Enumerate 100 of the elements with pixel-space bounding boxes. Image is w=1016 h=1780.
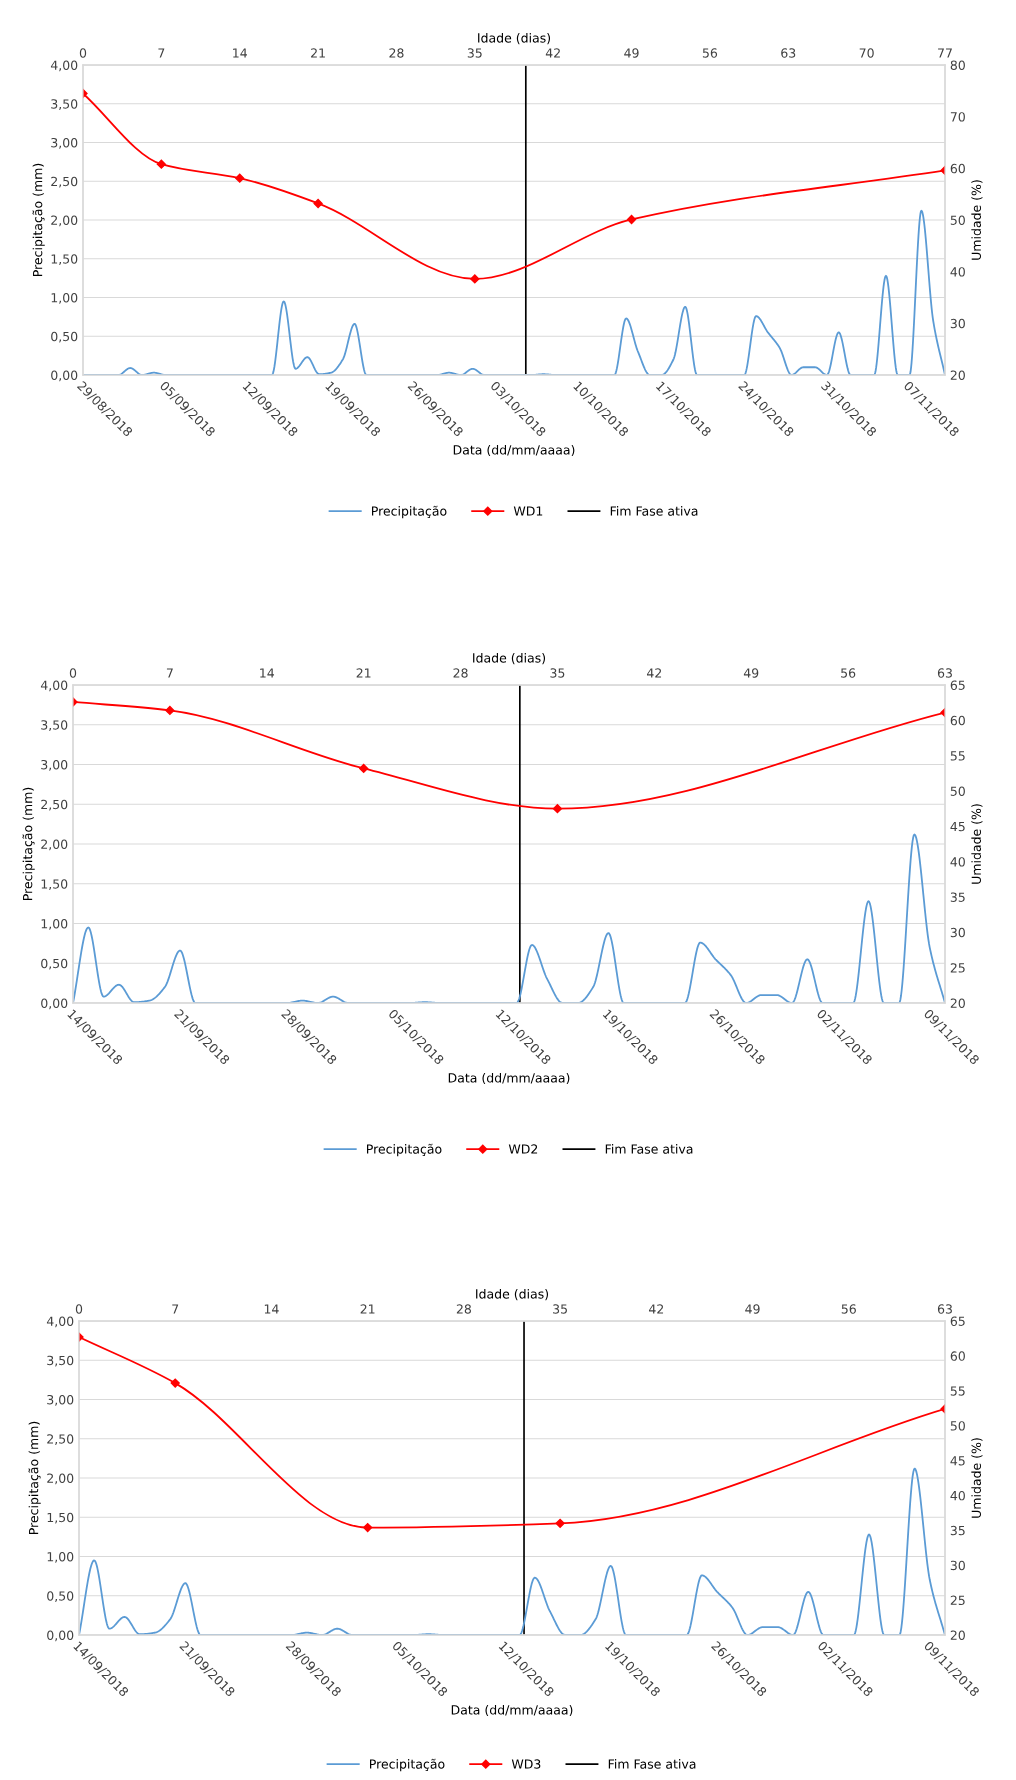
y-tick-label: 3,00 [41,759,68,771]
x2-tick-label: 0 [75,1304,83,1314]
x-axis-title: Data (dd/mm/aaaa) [453,444,575,457]
x2-tick-label: 49 [745,1304,760,1314]
y-tick-label: 1,50 [51,254,78,265]
x2-tick-label: 35 [553,1304,567,1314]
x2-tick-label: 42 [648,1304,664,1314]
x2-tick-label: 63 [781,48,796,58]
y2-tick-label: 40 [950,857,965,867]
legend-label: Fim Fase ativa [608,1759,696,1769]
x-axis-title: Data (dd/mm/aaaa) [451,1704,573,1717]
y-tick-label: 0,00 [47,1630,74,1642]
legend-label: Fim Fase ativa [605,1144,693,1154]
y-tick-label: 2,00 [41,839,68,851]
legend-label: WD3 [511,1759,541,1769]
y2-tick-label: 30 [950,318,965,329]
y2-axis-title: Umidade (%) [971,1438,983,1518]
y2-tick-label: 35 [950,1525,965,1536]
x2-tick-label: 49 [624,48,639,58]
y-tick-label: 4,00 [40,680,68,692]
y-tick-label: 1,00 [41,918,68,930]
y2-tick-label: 65 [950,1316,965,1326]
x2-tick-label: 42 [545,48,560,58]
y-tick-label: 3,50 [47,1355,74,1367]
y2-axis-title: Umidade (%) [971,180,983,260]
y-tick-label: 4,00 [50,60,78,72]
y2-tick-label: 20 [950,1630,965,1640]
x2-tick-label: 42 [646,668,662,678]
x2-tick-label: 28 [453,668,468,678]
x2-tick-label: 7 [158,48,165,58]
x2-tick-label: 63 [937,668,952,678]
y-tick-label: 3,50 [51,99,78,110]
y-axis-title: Precipitação (mm) [32,163,45,276]
legend-label: WD1 [513,506,543,516]
y2-tick-label: 25 [950,1595,965,1606]
y2-tick-label: 60 [950,1351,965,1361]
y2-tick-label: 20 [950,998,965,1008]
y-tick-label: 3,00 [51,137,78,149]
y2-tick-label: 30 [950,927,965,938]
x2-tick-label: 14 [264,1304,279,1314]
y-tick-label: 2,50 [51,176,78,188]
y2-tick-label: 60 [950,715,965,726]
x2-tick-label: 7 [166,668,173,678]
y2-tick-label: 35 [950,892,965,902]
x2-tick-label: 56 [841,668,856,678]
legend-label: Fim Fase ativa [610,506,698,516]
y2-tick-label: 50 [950,215,965,225]
y2-tick-label: 55 [950,1386,965,1396]
y-tick-label: 2,50 [41,799,68,811]
x2-tick-label: 28 [456,1304,471,1314]
y-tick-label: 3,50 [41,720,68,731]
x2-axis-title: Idade (dias) [476,1288,549,1301]
x2-tick-label: 63 [937,1304,952,1314]
x2-tick-label: 21 [356,668,371,678]
y2-axis-title: Umidade (%) [971,804,983,884]
y-tick-label: 4,00 [46,1316,74,1328]
x2-tick-label: 21 [311,48,325,58]
y-tick-label: 3,00 [47,1394,74,1406]
y-axis-title: Precipitação (mm) [28,1421,41,1534]
x2-tick-label: 77 [938,48,952,58]
x2-tick-label: 56 [841,1304,856,1314]
x2-tick-label: 7 [172,1304,179,1314]
y-tick-label: 0,00 [41,998,68,1010]
x2-axis-title: Idade (dias) [473,652,546,665]
y-tick-label: 2,50 [47,1434,74,1445]
x2-tick-label: 0 [79,48,87,58]
y2-tick-label: 60 [950,163,965,174]
y2-tick-label: 30 [950,1560,965,1571]
legend-label: Precipitação [372,505,447,519]
y-tick-label: 1,50 [41,879,68,890]
y-tick-label: 2,00 [47,1473,74,1485]
x2-tick-label: 35 [550,668,565,678]
y2-tick-label: 55 [950,751,965,761]
x2-tick-label: 14 [233,48,247,58]
y2-tick-label: 40 [950,267,965,277]
y-tick-label: 0,50 [41,958,68,970]
x-axis-title: Data (dd/mm/aaaa) [448,1072,570,1085]
legend-label: WD2 [508,1144,538,1154]
x2-tick-label: 28 [389,48,404,58]
x2-tick-label: 49 [743,668,759,678]
y-tick-label: 1,00 [51,292,78,304]
y-tick-label: 1,50 [47,1512,74,1524]
x2-tick-label: 14 [260,668,275,678]
y-tick-label: 0,50 [47,1591,74,1602]
x2-axis-title: Idade (dias) [478,32,551,45]
y2-tick-label: 20 [950,370,965,380]
x2-tick-label: 56 [702,48,718,58]
y2-tick-label: 45 [950,1456,965,1466]
y2-tick-label: 25 [950,963,965,973]
y2-tick-label: 50 [950,1421,965,1431]
y2-tick-label: 50 [950,786,965,796]
y2-tick-label: 65 [950,680,965,690]
y2-tick-label: 45 [950,821,965,832]
legend-label: Precipitação [367,1143,442,1157]
y-tick-label: 1,00 [47,1551,74,1563]
y-tick-label: 0,50 [51,331,78,343]
y2-tick-label: 80 [950,60,965,70]
legend-label: Precipitação [370,1758,445,1772]
y-axis-title: Precipitação (mm) [22,787,35,900]
y-tick-label: 2,00 [51,215,78,227]
